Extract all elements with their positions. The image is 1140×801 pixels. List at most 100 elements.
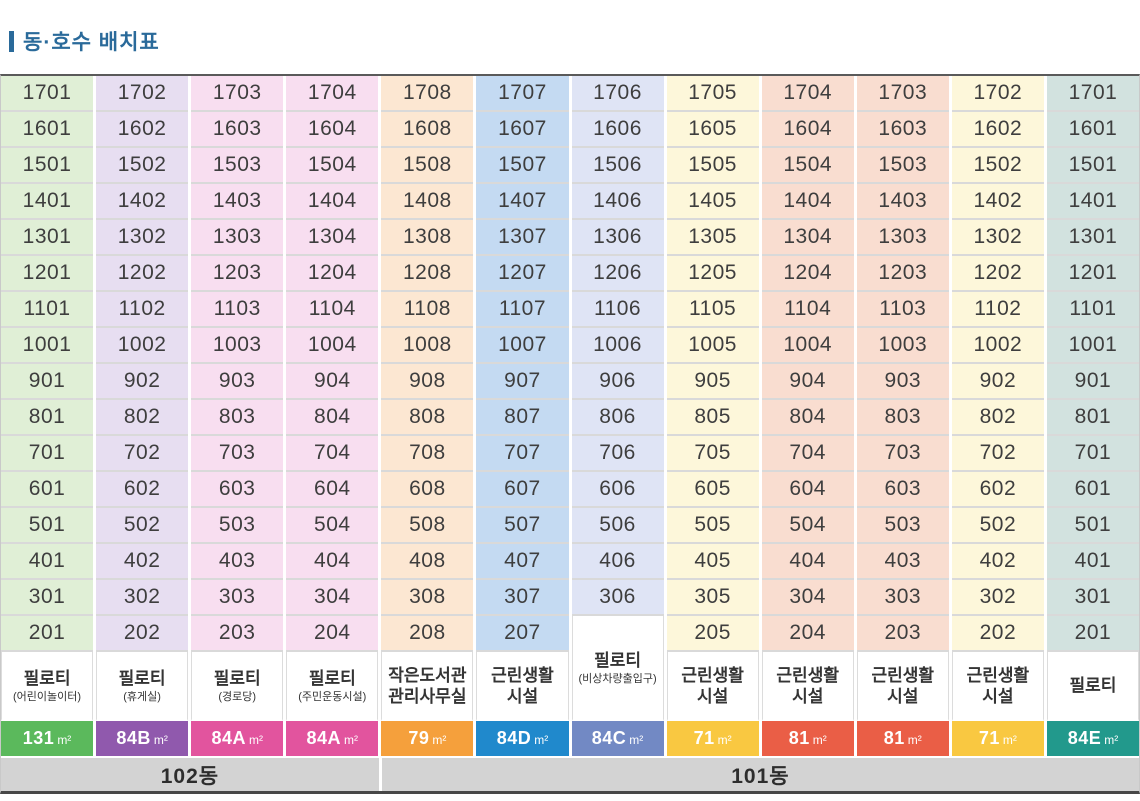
unit-cell: 1401 [1046, 184, 1139, 220]
unit-cell: 601 [1046, 472, 1139, 508]
unit-cell: 201 [1046, 616, 1139, 652]
unit-cell: 901 [1046, 364, 1139, 400]
unit-column: 1704 1604 1504 1404 1304 1204 1104 1004 904 804 70… [286, 76, 379, 756]
unit-cell: 1206 [571, 256, 664, 292]
unit-cell: 1707 [476, 76, 569, 112]
unit-column: 1701 1601 1501 1401 1301 1201 1101 1001 901 801 70… [1, 76, 94, 756]
unit-cell: 304 [286, 580, 379, 616]
facility-label-cell: 근린생활 시설 [666, 652, 759, 721]
unit-cell: 1004 [286, 328, 379, 364]
unit-cell: 806 [571, 400, 664, 436]
facility-label: 시설 [982, 686, 1014, 706]
area-unit-icon: m² [1002, 732, 1017, 747]
unit-cell: 1205 [666, 256, 759, 292]
unit-cell: 503 [856, 508, 949, 544]
unit-layout-table: 1701 1601 1501 1401 1301 1201 1101 1001 901 801 70… [0, 74, 1140, 794]
area-chip: 79 m² [381, 721, 474, 756]
area-unit-icon: m² [248, 732, 263, 747]
area-value: 84A [211, 728, 246, 748]
unit-cell: 1708 [381, 76, 474, 112]
unit-cell: 204 [286, 616, 379, 652]
unit-cell: 1301 [1, 220, 94, 256]
area-value: 84B [116, 728, 151, 748]
unit-cell: 202 [951, 616, 1044, 652]
unit-cell: 803 [856, 400, 949, 436]
area-value: 84D [496, 728, 532, 748]
area-unit-icon: m² [717, 732, 732, 747]
unit-cell: 203 [191, 616, 284, 652]
facility-note: (주민운동시설) [298, 690, 367, 703]
unit-cell: 904 [761, 364, 854, 400]
facility-label-cell: 필로티 (어린이놀이터) [1, 652, 94, 721]
building-band: 102동 101동 [1, 758, 1139, 791]
unit-cell: 1303 [191, 220, 284, 256]
unit-cell: 1208 [381, 256, 474, 292]
unit-cell: 607 [476, 472, 569, 508]
unit-column: 1707 1607 1507 1407 1307 1207 1107 1007 907 807 70… [476, 76, 569, 756]
unit-cell: 1301 [1046, 220, 1139, 256]
unit-cell: 1204 [761, 256, 854, 292]
unit-cell: 608 [381, 472, 474, 508]
unit-cell: 1304 [286, 220, 379, 256]
area-chip: 131 m² [1, 721, 94, 756]
unit-cell: 905 [666, 364, 759, 400]
unit-cell: 1501 [1, 148, 94, 184]
unit-cell: 1603 [191, 112, 284, 148]
area-unit-icon: m² [344, 732, 359, 747]
facility-label: 필로티 [23, 668, 71, 688]
facility-label: 필로티 [594, 650, 641, 670]
area-chip: 84D m² [476, 721, 569, 756]
piloti-merged-cell: 필로티 (비상차량출입구) [571, 616, 664, 721]
unit-cell: 705 [666, 436, 759, 472]
unit-cell: 1307 [476, 220, 569, 256]
area-unit-icon: m² [57, 732, 72, 747]
unit-cell: 202 [96, 616, 189, 652]
unit-cell: 1502 [96, 148, 189, 184]
unit-cell: 1406 [571, 184, 664, 220]
unit-cell: 504 [761, 508, 854, 544]
area-value: 84E [1067, 728, 1102, 748]
unit-cell: 704 [761, 436, 854, 472]
unit-cell: 1106 [571, 292, 664, 328]
unit-cell: 301 [1, 580, 94, 616]
unit-cell: 1402 [96, 184, 189, 220]
unit-cell: 1604 [761, 112, 854, 148]
unit-cell: 703 [856, 436, 949, 472]
area-value: 131 [22, 728, 55, 748]
unit-cell: 1604 [286, 112, 379, 148]
area-chip: 84E m² [1046, 721, 1139, 756]
area-chip: 84A m² [191, 721, 284, 756]
unit-cell: 801 [1046, 400, 1139, 436]
unit-cell: 1704 [761, 76, 854, 112]
unit-cell: 1102 [96, 292, 189, 328]
unit-cell: 904 [286, 364, 379, 400]
unit-cell: 508 [381, 508, 474, 544]
unit-cell: 1203 [856, 256, 949, 292]
unit-cell: 1701 [1, 76, 94, 112]
unit-cell: 1408 [381, 184, 474, 220]
unit-cell: 1605 [666, 112, 759, 148]
unit-cell: 402 [951, 544, 1044, 580]
unit-cell: 601 [1, 472, 94, 508]
unit-cell: 1001 [1, 328, 94, 364]
unit-column: 1703 1603 1503 1403 1303 1203 1103 1003 903 803 70… [856, 76, 949, 756]
unit-cell: 1505 [666, 148, 759, 184]
unit-cell: 1703 [856, 76, 949, 112]
unit-cell: 1004 [761, 328, 854, 364]
unit-column: 1708 1608 1508 1408 1308 1208 1108 1008 908 808 70… [381, 76, 474, 756]
facility-label: 관리사무실 [388, 686, 467, 706]
unit-cell: 1308 [381, 220, 474, 256]
area-chip: 84B m² [96, 721, 189, 756]
unit-cell: 803 [191, 400, 284, 436]
unit-cell: 903 [856, 364, 949, 400]
unit-cell: 1102 [951, 292, 1044, 328]
area-value: 81 [788, 728, 810, 748]
unit-cell: 1002 [951, 328, 1044, 364]
unit-cell: 203 [856, 616, 949, 652]
unit-column: 1702 1602 1502 1402 1302 1202 1102 1002 902 802 70… [951, 76, 1044, 756]
unit-cell: 604 [761, 472, 854, 508]
unit-cell: 1606 [571, 112, 664, 148]
unit-cell: 1005 [666, 328, 759, 364]
unit-cell: 701 [1046, 436, 1139, 472]
unit-cell: 805 [666, 400, 759, 436]
